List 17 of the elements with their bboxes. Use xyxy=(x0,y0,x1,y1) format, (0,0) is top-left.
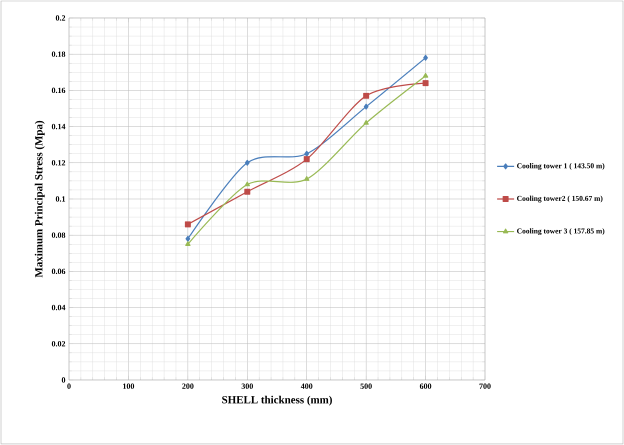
x-axis-title: SHELL thickness (mm) xyxy=(222,396,332,406)
point xyxy=(423,54,428,61)
point xyxy=(422,80,429,86)
point xyxy=(184,221,191,228)
point xyxy=(185,236,190,242)
point xyxy=(364,104,369,110)
point xyxy=(244,188,250,195)
point xyxy=(363,92,370,99)
point xyxy=(422,72,428,78)
point xyxy=(244,182,250,186)
point xyxy=(244,160,250,166)
point xyxy=(363,120,369,125)
point xyxy=(304,150,310,157)
point xyxy=(304,156,310,162)
point xyxy=(185,241,191,246)
point xyxy=(304,176,310,181)
y-axis-title: Maximum Principal Stress (Mpa) xyxy=(34,120,45,278)
